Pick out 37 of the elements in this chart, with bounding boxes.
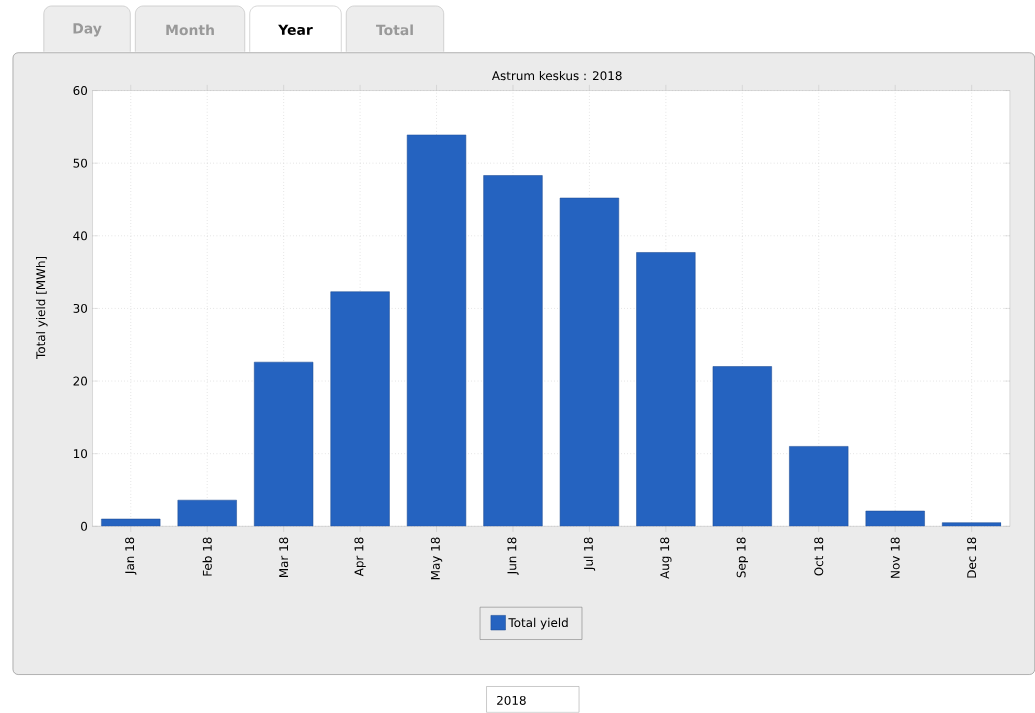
bar xyxy=(177,500,237,527)
x-tick-label: Apr 18 xyxy=(354,537,366,577)
x-tick-label: Oct 18 xyxy=(814,537,824,576)
bar xyxy=(789,446,849,527)
bar xyxy=(483,175,543,527)
bar xyxy=(560,198,619,527)
x-tick-label: Aug 18 xyxy=(660,537,672,580)
x-tick-label: Feb 18 xyxy=(202,537,212,576)
y-tick-label: 60 xyxy=(73,86,88,96)
chart-title: Astrum keskus : 2018 xyxy=(491,71,622,81)
x-tick-label: Mar 18 xyxy=(279,537,289,578)
x-tick-label: Sep 18 xyxy=(736,537,748,578)
bar xyxy=(712,366,772,527)
text: Month xyxy=(166,24,214,36)
bar xyxy=(636,252,696,527)
y-tick-label: 40 xyxy=(73,231,88,241)
y-tick-label: 0 xyxy=(81,521,88,532)
y-tick-label: 30 xyxy=(73,304,88,314)
x-tick-label: Jan 18 xyxy=(125,537,137,575)
x-tick-label: Jun 18 xyxy=(507,537,519,576)
x-tick-label: Jul 18 xyxy=(583,537,596,571)
x-tick-label: Nov 18 xyxy=(890,537,900,578)
bar xyxy=(330,291,390,527)
legend-label: Total yield xyxy=(508,618,568,630)
text: 2018 xyxy=(497,696,526,706)
y-axis-title: Total yield [MWh] xyxy=(36,257,48,360)
x-tick-label: Dec 18 xyxy=(967,537,977,578)
bar xyxy=(407,135,466,527)
y-tick-label: 10 xyxy=(73,449,88,459)
text: Year xyxy=(278,24,313,36)
bar xyxy=(254,362,313,527)
bar xyxy=(865,511,925,527)
x-tick-label: May 18 xyxy=(430,537,443,580)
text: Total xyxy=(376,24,413,36)
text: Day xyxy=(73,23,102,37)
y-tick-label: 50 xyxy=(73,158,88,168)
y-tick-label: 20 xyxy=(73,376,88,386)
